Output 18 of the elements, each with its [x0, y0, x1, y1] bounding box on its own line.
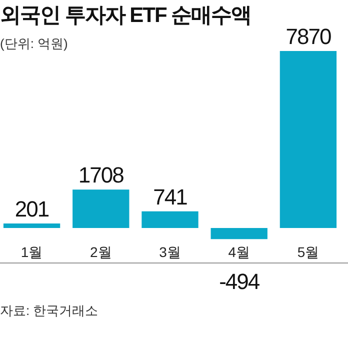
data-label: 7870 [286, 24, 332, 49]
data-label: 741 [153, 184, 188, 210]
chart-subtitle: (단위: 억원) [0, 36, 68, 51]
chart-title: 외국인 투자자 ETF 순매수액 [0, 4, 252, 27]
x-tick-label: 2월 [90, 244, 112, 260]
x-tick-label: 3월 [159, 244, 181, 260]
bar [142, 211, 198, 228]
data-label: 1708 [78, 162, 124, 188]
text: 자료: 한국거래소 [0, 303, 98, 318]
bar [3, 223, 60, 228]
bar [72, 190, 130, 228]
bar [210, 228, 268, 240]
x-tick-label: 4월 [228, 244, 250, 260]
data-label: 201 [14, 196, 50, 222]
data-label: -494 [219, 269, 260, 294]
x-tick-label: 5월 [297, 244, 320, 260]
x-tick-label: 1월 [20, 244, 43, 260]
bar [280, 51, 337, 228]
